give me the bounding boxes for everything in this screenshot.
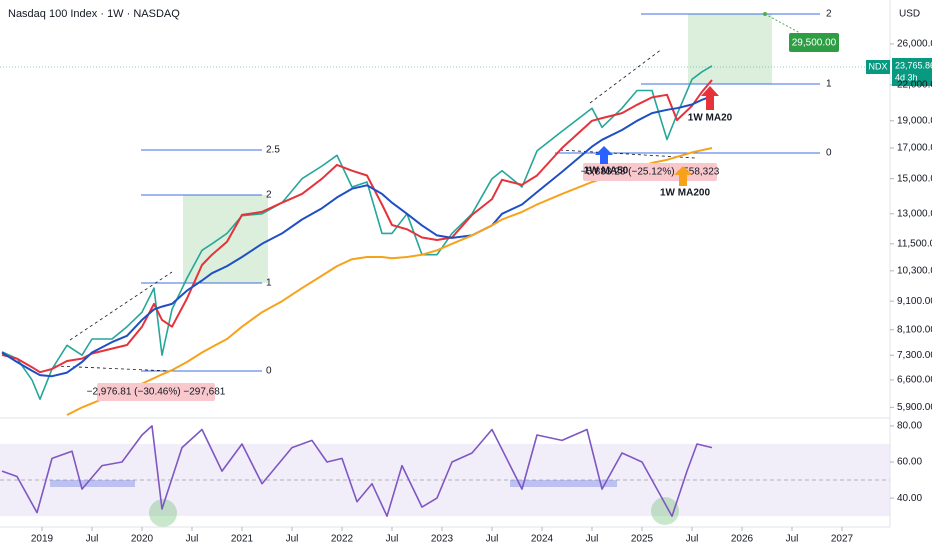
symbol-label: NDX <box>868 61 887 71</box>
y-tick-label: 26,000.00 <box>897 39 932 50</box>
rsi-circle <box>651 497 679 525</box>
arrow <box>674 166 692 186</box>
target-box <box>789 33 839 52</box>
x-tick-label: Jul <box>586 534 599 545</box>
x-tick-label: Jul <box>486 534 499 545</box>
x-tick-label: 2021 <box>231 534 254 545</box>
y-tick-label: 6,600.00 <box>897 375 932 386</box>
price-badge <box>892 58 932 86</box>
y-tick-label: 8,100.00 <box>897 324 932 335</box>
drawdown-box <box>97 383 215 401</box>
y-tick-label: 40.00 <box>897 493 922 504</box>
currency: USD <box>899 9 920 20</box>
y-tick-label: 15,000.00 <box>897 173 932 184</box>
fib-label: 2 <box>826 9 832 20</box>
fib-label: 2 <box>266 190 272 201</box>
x-tick-label: Jul <box>186 534 199 545</box>
series-line <box>1 79 713 374</box>
x-tick-label: 2024 <box>531 534 554 545</box>
drawdown-label: −5,883.23 (−25.12%) −558,323 <box>581 167 720 178</box>
arrow <box>595 146 613 164</box>
x-tick-label: Jul <box>286 534 299 545</box>
y-tick-label: 19,000.00 <box>897 115 932 126</box>
x-tick-label: Jul <box>386 534 399 545</box>
rsi-highlight <box>510 480 617 487</box>
x-tick-label: Jul <box>686 534 699 545</box>
y-tick-label: 22,000.00 <box>897 79 932 90</box>
drawdown-label: −2,976.81 (−30.46%) −297,681 <box>87 387 226 398</box>
x-tick-label: 2026 <box>731 534 754 545</box>
ma-label: 1W MA50 <box>584 166 629 177</box>
fib-label: 0 <box>826 148 832 159</box>
x-tick-label: Jul <box>86 534 99 545</box>
last-price: 23,765.86 <box>895 60 932 70</box>
series-line <box>1 95 713 378</box>
y-tick-label: 60.00 <box>897 457 922 468</box>
target-label: 29,500.00 <box>792 38 837 49</box>
series-line <box>1 65 713 400</box>
y-tick-label: 7,300.00 <box>897 350 932 361</box>
symbol-badge <box>866 60 890 74</box>
y-tick-label: 17,000.00 <box>897 143 932 154</box>
fib-label: 0 <box>266 366 272 377</box>
ma-label: 1W MA20 <box>688 113 733 124</box>
rsi-highlight <box>50 480 135 487</box>
x-tick-label: 2020 <box>131 534 154 545</box>
x-tick-label: Jul <box>786 534 799 545</box>
y-tick-label: 13,000.00 <box>897 208 932 219</box>
target-dot <box>763 12 767 16</box>
target-zone <box>183 195 268 283</box>
rsi-circle <box>149 499 177 527</box>
y-tick-label: 5,900.00 <box>897 402 932 413</box>
y-tick-label: 11,500.00 <box>897 238 932 249</box>
x-tick-label: 2022 <box>331 534 354 545</box>
fib-label: 1 <box>266 278 272 289</box>
target-connector <box>764 13 801 34</box>
fib-label: 1 <box>826 79 832 90</box>
x-tick-label: 2023 <box>431 534 454 545</box>
x-tick-label: 2025 <box>631 534 654 545</box>
x-tick-label: 2019 <box>31 534 54 545</box>
ma-label: 1W MA200 <box>660 188 710 199</box>
fib-label: 2.5 <box>266 145 280 156</box>
countdown: 4d 3h <box>895 72 918 82</box>
y-tick-label: 10,300.00 <box>897 265 932 276</box>
y-tick-label: 80.00 <box>897 421 922 432</box>
chart-title: Nasdaq 100 Index · 1W · NASDAQ <box>8 8 180 20</box>
arrow <box>701 86 719 110</box>
series-line <box>1 425 713 517</box>
x-tick-label: 2027 <box>831 534 854 545</box>
y-tick-label: 9,100.00 <box>897 296 932 307</box>
